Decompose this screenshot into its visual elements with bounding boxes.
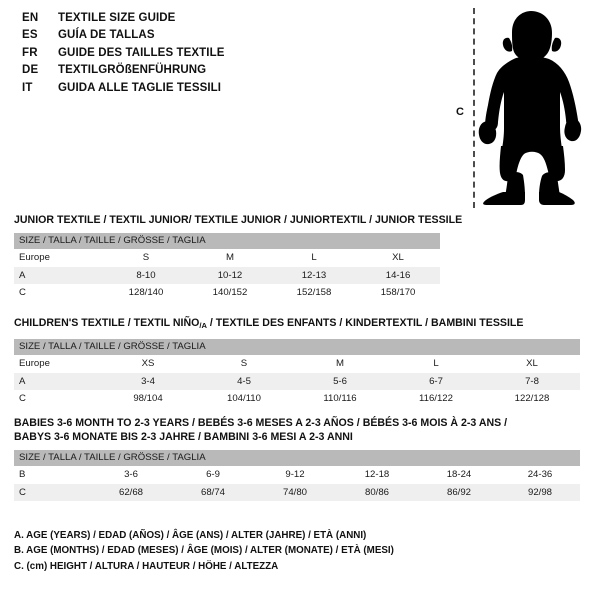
height-dashed-line bbox=[473, 8, 475, 208]
language-code: DE bbox=[22, 64, 39, 77]
junior-size-table: SIZE / TALLA / TAILLE / GRÖSSE / TAGLIA … bbox=[14, 233, 441, 302]
cell: S bbox=[196, 355, 292, 373]
title-part: CHILDREN'S TEXTILE / TEXTIL NIÑO bbox=[14, 317, 200, 329]
cell: 158/170 bbox=[356, 284, 441, 302]
row-label: A bbox=[14, 372, 100, 390]
row-label: A bbox=[14, 266, 104, 284]
language-code: EN bbox=[22, 12, 39, 24]
row-label: Europe bbox=[14, 249, 104, 267]
cell: 122/128 bbox=[484, 390, 580, 408]
children-size-table: SIZE / TALLA / TAILLE / GRÖSSE / TAGLIA … bbox=[14, 339, 580, 408]
language-row-en: EN TEXTILE SIZE GUIDE bbox=[22, 12, 225, 29]
table-row: B 3-6 6-9 9-12 12-18 18-24 24-36 bbox=[14, 466, 580, 484]
cell: 140/152 bbox=[188, 284, 272, 302]
cell: 5-6 bbox=[292, 372, 388, 390]
language-title: GUIDA ALLE TAGLIE TESSILI bbox=[58, 81, 222, 94]
cell: 4-5 bbox=[196, 372, 292, 390]
cell: 74/80 bbox=[254, 483, 336, 501]
cell: L bbox=[388, 355, 484, 373]
cell: M bbox=[292, 355, 388, 373]
language-title: GUIDE DES TAILLES TEXTILE bbox=[58, 46, 225, 59]
babies-size-table: SIZE / TALLA / TAILLE / GRÖSSE / TAGLIA … bbox=[14, 450, 580, 501]
height-measure-figure: C bbox=[440, 0, 600, 215]
height-measure-label: C bbox=[456, 106, 464, 118]
cell: 3-4 bbox=[100, 372, 196, 390]
title-subscript: /A bbox=[199, 321, 207, 330]
row-label: Europe bbox=[14, 355, 100, 373]
legend-note-b: B. AGE (MONTHS) / EDAD (MESES) / ÂGE (MO… bbox=[14, 545, 394, 557]
title-part: / TEXTILE DES ENFANTS / KINDERTEXTIL / B… bbox=[206, 317, 524, 329]
cell: 110/116 bbox=[292, 390, 388, 408]
cell: 86/92 bbox=[418, 483, 500, 501]
table-row: Europe S M L XL bbox=[14, 249, 441, 267]
table-header-label: SIZE / TALLA / TAILLE / GRÖSSE / TAGLIA bbox=[14, 339, 580, 355]
cell: 18-24 bbox=[418, 466, 500, 484]
section-children: CHILDREN'S TEXTILE / TEXTIL NIÑO/A / TEX… bbox=[14, 316, 580, 408]
cell: 7-8 bbox=[484, 372, 580, 390]
language-code: IT bbox=[22, 81, 33, 94]
cell: 14-16 bbox=[356, 266, 441, 284]
table-row: Europe XS S M L XL bbox=[14, 355, 580, 373]
language-row-fr: FR GUIDE DES TAILLES TEXTILE bbox=[22, 47, 225, 64]
cell: XL bbox=[356, 249, 441, 267]
language-title: GUÍA DE TALLAS bbox=[58, 29, 155, 42]
cell: 98/104 bbox=[100, 390, 196, 408]
table-row: C 128/140 140/152 152/158 158/170 bbox=[14, 284, 441, 302]
cell: XL bbox=[484, 355, 580, 373]
cell: 10-12 bbox=[188, 266, 272, 284]
table-header-row: SIZE / TALLA / TAILLE / GRÖSSE / TAGLIA bbox=[14, 450, 580, 466]
language-title: TEXTILGRÖßENFÜHRUNG bbox=[58, 64, 207, 77]
table-row: A 8-10 10-12 12-13 14-16 bbox=[14, 266, 441, 284]
cell: 9-12 bbox=[254, 466, 336, 484]
cell: 6-9 bbox=[172, 466, 254, 484]
language-code: FR bbox=[22, 46, 38, 59]
table-row: A 3-4 4-5 5-6 6-7 7-8 bbox=[14, 372, 580, 390]
language-row-es: ES GUÍA DE TALLAS bbox=[22, 29, 225, 46]
cell: 12-13 bbox=[272, 266, 356, 284]
legend-notes: A. AGE (YEARS) / EDAD (AÑOS) / ÂGE (ANS)… bbox=[14, 528, 394, 574]
cell: 24-36 bbox=[500, 466, 580, 484]
legend-note-a: A. AGE (YEARS) / EDAD (AÑOS) / ÂGE (ANS)… bbox=[14, 530, 367, 541]
section-title-junior: JUNIOR TEXTILE / TEXTIL JUNIOR/ TEXTILE … bbox=[14, 214, 463, 226]
section-babies: BABIES 3-6 MONTH TO 2-3 YEARS / BEBÉS 3-… bbox=[14, 416, 580, 501]
cell: S bbox=[104, 249, 188, 267]
cell: 8-10 bbox=[104, 266, 188, 284]
cell: 92/98 bbox=[500, 483, 580, 501]
cell: 152/158 bbox=[272, 284, 356, 302]
cell: 116/122 bbox=[388, 390, 484, 408]
cell: 3-6 bbox=[90, 466, 172, 484]
table-row: C 98/104 104/110 110/116 116/122 122/128 bbox=[14, 390, 580, 408]
cell: 104/110 bbox=[196, 390, 292, 408]
language-code: ES bbox=[22, 29, 38, 42]
table-header-label: SIZE / TALLA / TAILLE / GRÖSSE / TAGLIA bbox=[14, 233, 441, 249]
row-label: C bbox=[14, 483, 90, 501]
row-label: C bbox=[14, 284, 104, 302]
cell: 80/86 bbox=[336, 483, 418, 501]
language-row-de: DE TEXTILGRÖßENFÜHRUNG bbox=[22, 64, 225, 81]
toddler-silhouette-icon bbox=[478, 11, 582, 205]
cell: L bbox=[272, 249, 356, 267]
cell: 68/74 bbox=[172, 483, 254, 501]
language-row-it: IT GUIDA ALLE TAGLIE TESSILI bbox=[22, 82, 225, 99]
table-header-label: SIZE / TALLA / TAILLE / GRÖSSE / TAGLIA bbox=[14, 450, 580, 466]
table-header-row: SIZE / TALLA / TAILLE / GRÖSSE / TAGLIA bbox=[14, 339, 580, 355]
cell: M bbox=[188, 249, 272, 267]
cell: 6-7 bbox=[388, 372, 484, 390]
row-label: B bbox=[14, 466, 90, 484]
cell: 128/140 bbox=[104, 284, 188, 302]
section-junior: JUNIOR TEXTILE / TEXTIL JUNIOR/ TEXTILE … bbox=[14, 213, 462, 302]
table-header-row: SIZE / TALLA / TAILLE / GRÖSSE / TAGLIA bbox=[14, 233, 441, 249]
table-row: C 62/68 68/74 74/80 80/86 86/92 92/98 bbox=[14, 483, 580, 501]
section-title-children: CHILDREN'S TEXTILE / TEXTIL NIÑO/A / TEX… bbox=[14, 316, 580, 333]
cell: 12-18 bbox=[336, 466, 418, 484]
cell: 62/68 bbox=[90, 483, 172, 501]
section-title-babies-line1: BABIES 3-6 MONTH TO 2-3 YEARS / BEBÉS 3-… bbox=[14, 417, 508, 429]
legend-note-c: C. (cm) HEIGHT / ALTURA / HAUTEUR / HÖHE… bbox=[14, 560, 279, 572]
language-title-list: EN TEXTILE SIZE GUIDE ES GUÍA DE TALLAS … bbox=[22, 12, 225, 99]
row-label: C bbox=[14, 390, 100, 408]
section-title-babies-line2: BABYS 3-6 MONATE BIS 2-3 JAHRE / BAMBINI… bbox=[14, 431, 353, 443]
cell: XS bbox=[100, 355, 196, 373]
language-title: TEXTILE SIZE GUIDE bbox=[58, 12, 176, 24]
